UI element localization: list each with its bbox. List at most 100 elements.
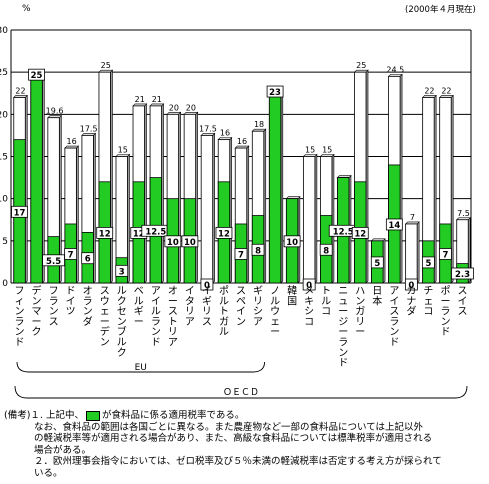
category-label: チェコ <box>423 285 433 318</box>
food-rate-label-box <box>266 85 284 98</box>
standard-rate-label: 22 <box>441 86 451 95</box>
standard-rate-label: 16 <box>237 137 247 146</box>
standard-rate-label: 20 <box>186 103 196 112</box>
standard-rate-label: 21 <box>135 95 145 104</box>
food-rate-label-box <box>439 248 452 260</box>
y-tick-label: 15 <box>0 153 8 163</box>
category-label: ドイツ <box>66 286 76 318</box>
standard-rate-label: 22 <box>15 86 25 95</box>
category-label: イタリア <box>185 286 195 328</box>
standard-rate-label: 15 <box>305 146 315 155</box>
standard-rate-label: 16 <box>220 129 230 138</box>
standard-rate-label: 22 <box>424 86 434 95</box>
food-rate-label: 12 <box>218 229 230 239</box>
food-rate-label: 25 <box>31 71 43 81</box>
category-label: メキシコ <box>304 286 314 328</box>
food-rate-label: 12 <box>354 229 366 239</box>
food-rate-label-box <box>11 205 28 218</box>
notes: (備考)１. 上記中、 が食料品に係る適用税率である。 なお、食料品の範囲は各国ご… <box>4 410 488 479</box>
food-rate-label: 0 <box>408 281 414 291</box>
category-label: スペイン <box>236 286 246 328</box>
food-rate-label-box <box>302 278 316 291</box>
eu-bracket <box>16 361 266 373</box>
bars: 22 17 25 19.6 5.5 16 7 17.5 6 25 12 15 3 21 12 21 12.5 20… <box>11 61 474 291</box>
standard-rate-label: 25 <box>101 61 111 70</box>
eu-label: EU <box>135 363 147 373</box>
category-label: トルコ <box>321 286 331 318</box>
category-label: ポーランド <box>440 285 450 338</box>
standard-rate-bar <box>405 223 418 284</box>
food-rate-label: 8 <box>323 246 329 256</box>
food-rate-label: 0 <box>306 281 312 291</box>
food-rate-label-box <box>319 243 333 256</box>
food-rate-bar <box>268 88 282 284</box>
standard-rate-bar <box>302 156 316 284</box>
food-rate-label: 17 <box>14 208 26 218</box>
category-label: ルクセンブルク <box>117 286 127 359</box>
note-line-1: (備考)１. 上記中、 が食料品に係る適用税率である。 <box>4 410 245 421</box>
note-line-6: いる。 <box>34 467 63 479</box>
note-line-5: ２．欧州理事会指令においては、ゼロ税率及び５％未満の軽減税率は否定する考え方が採… <box>34 456 442 467</box>
category-label: ポルトガル <box>219 285 229 338</box>
standard-rate-label: 15 <box>322 146 332 155</box>
food-rate-label-box <box>404 278 418 291</box>
note-line-3: の軽減税率等が適用される場合があり、また、高級な食料品については標準税率が適用さ… <box>34 433 433 444</box>
food-rate-label-box <box>451 267 474 280</box>
food-rate-label-box <box>422 256 435 269</box>
y-tick-label: 20 <box>0 110 8 120</box>
food-rate-label-box <box>234 248 248 260</box>
standard-rate-label: 24.5 <box>386 65 404 74</box>
food-rate-label-box <box>164 235 182 248</box>
food-rate-label: 0 <box>204 281 210 291</box>
food-rate-label: 23 <box>269 88 281 98</box>
standard-rate-label: 21 <box>152 95 162 104</box>
category-label: イギリス <box>202 286 212 328</box>
y-tick-label: 10 <box>0 195 8 205</box>
standard-rate-label: 16 <box>67 137 77 146</box>
x-tick-labels: フィンランドデンマークフランスドイツオランダスウェーデンルクセンブルクベルギーア… <box>15 284 468 369</box>
food-rate-swatch <box>85 410 100 421</box>
note-line-4: 場合がある。 <box>34 444 92 456</box>
food-rate-label: 7 <box>238 250 244 260</box>
food-rate-label: 7 <box>442 250 448 260</box>
category-label: 韓国 <box>287 285 297 307</box>
category-label: カナダ <box>406 285 416 318</box>
group-brackets: EU ＯＥＣＤ <box>14 361 468 399</box>
food-rate-label: 7 <box>68 250 74 260</box>
date-note: (2000年４月現在) <box>405 4 476 15</box>
food-rate-label: 2.3 <box>455 270 470 280</box>
category-label: ハンガリー <box>355 286 365 338</box>
standard-rate-label: 7 <box>410 213 415 222</box>
food-rate-label: 10 <box>184 238 196 248</box>
standard-rate-label: 19.6 <box>46 107 64 116</box>
category-label: フランス <box>49 286 59 328</box>
category-label: デンマーク <box>32 284 42 338</box>
category-label: オランダ <box>83 285 93 328</box>
category-label: ギリシア <box>253 285 263 328</box>
food-rate-label: 5.5 <box>46 257 61 267</box>
category-label: フィンランド <box>15 286 25 349</box>
oecd-bracket <box>14 385 468 399</box>
y-tick-label: 30 <box>0 26 8 36</box>
category-label: 日本 <box>372 286 382 307</box>
food-rate-bar <box>30 71 43 284</box>
standard-rate-label: 25 <box>356 61 366 70</box>
food-rate-label-box <box>64 248 78 260</box>
food-rate-label: 12 <box>133 229 145 239</box>
y-unit-label: % <box>22 4 31 14</box>
food-rate-label-box <box>181 235 199 248</box>
standard-rate-label: 20 <box>169 103 179 112</box>
food-rate-label: 5 <box>374 259 380 269</box>
category-label: ニュージーランド <box>338 286 348 369</box>
category-label: スウェーデン <box>100 286 110 349</box>
food-rate-label: 8 <box>255 246 261 256</box>
food-rate-label-box <box>283 235 301 248</box>
food-rate-label-box <box>96 226 114 239</box>
standard-rate-label: 17.5 <box>199 124 217 133</box>
food-rate-label-box <box>115 264 129 277</box>
oecd-label: ＯＥＣＤ <box>223 388 259 398</box>
category-label: オーストリア <box>168 285 178 349</box>
food-rate-label: 10 <box>167 238 179 248</box>
standard-rate-label: 7.5 <box>457 209 470 218</box>
